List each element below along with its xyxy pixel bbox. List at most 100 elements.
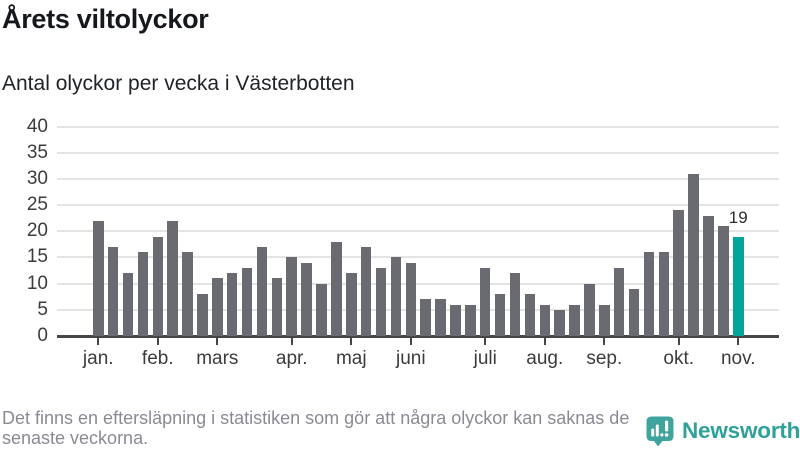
x-axis-tick	[97, 337, 100, 345]
bar	[628, 288, 640, 336]
x-axis-tick	[350, 337, 353, 345]
x-axis-month-label: aug.	[526, 348, 564, 369]
x-axis-month-label: juni	[396, 348, 426, 369]
bar	[271, 278, 283, 336]
gridline	[57, 256, 779, 259]
bar	[212, 278, 223, 336]
x-axis-month-label: sep.	[586, 348, 623, 369]
bar	[390, 257, 402, 336]
bar	[93, 220, 104, 336]
bar	[420, 299, 431, 336]
newsworthy-logo: Newsworthy	[646, 414, 800, 448]
bar	[182, 252, 193, 336]
gridline	[57, 230, 779, 233]
x-axis-month-label: maj	[335, 348, 367, 369]
x-axis-tick	[543, 337, 546, 345]
bar	[152, 236, 164, 336]
y-axis-label: 35	[26, 141, 48, 163]
x-axis-month-label: mars	[196, 348, 239, 369]
bar	[137, 252, 149, 336]
bar	[569, 304, 580, 336]
bar	[643, 252, 655, 336]
logo-exclamation-bar	[665, 420, 669, 431]
bar	[375, 267, 387, 336]
logo-dot	[660, 432, 664, 436]
bar	[718, 226, 729, 336]
x-axis-tick	[737, 337, 740, 345]
bar	[613, 267, 625, 336]
bar	[584, 283, 595, 336]
logo-bar-small	[651, 428, 655, 436]
bar	[360, 247, 372, 336]
newsworthy-logo-icon	[646, 416, 674, 446]
bar	[435, 299, 446, 336]
bar	[316, 283, 327, 336]
x-axis-month-label: feb.	[141, 348, 174, 369]
x-axis-month-label: jan.	[82, 348, 114, 369]
y-axis-label: 25	[26, 194, 48, 216]
bar	[405, 262, 417, 336]
bar	[688, 173, 699, 336]
bar	[301, 262, 312, 336]
bar	[539, 304, 551, 336]
bar-highlighted	[733, 236, 744, 336]
y-axis-label: 40	[26, 115, 48, 137]
bar	[509, 273, 521, 336]
bar	[494, 294, 506, 336]
gridline	[57, 177, 779, 180]
x-axis-month-label: nov.	[720, 348, 756, 369]
bar	[524, 294, 536, 336]
bar	[346, 273, 357, 336]
bar	[226, 273, 238, 336]
highlight-value-label: 19	[728, 207, 748, 227]
x-axis-month-label: juli	[473, 348, 497, 369]
x-axis-tick	[603, 337, 606, 345]
bar	[703, 215, 714, 336]
bar	[122, 273, 134, 336]
x-axis-tick	[409, 337, 412, 345]
x-axis-month-label: apr.	[275, 348, 308, 369]
x-axis-tick	[216, 337, 219, 345]
chart-subtitle: Antal olyckor per vecka i Västerbotten	[2, 72, 355, 95]
bar	[554, 309, 565, 336]
footnote-line-1: Det finns en eftersläpning i statistiken…	[2, 408, 630, 428]
gridline	[57, 282, 779, 285]
bar	[256, 247, 268, 336]
bar	[241, 267, 253, 336]
y-axis-label: 5	[37, 298, 48, 320]
gridline	[57, 151, 779, 154]
bar	[286, 257, 297, 336]
chart-title: Årets viltolyckor	[2, 4, 209, 34]
bar	[167, 220, 178, 336]
gridline	[57, 125, 779, 128]
gridline	[57, 204, 779, 207]
y-axis-label: 10	[26, 272, 48, 294]
bar	[479, 267, 491, 336]
logo-bar-tall	[655, 424, 659, 436]
x-axis-tick	[677, 337, 680, 345]
footnote: Det finns en eftersläpning i statistiken…	[2, 408, 632, 448]
bar	[599, 304, 610, 336]
x-axis-tick	[156, 337, 159, 345]
y-axis-label: 30	[26, 167, 48, 189]
bar	[658, 252, 670, 336]
y-axis-label: 20	[26, 220, 48, 242]
bar	[450, 304, 461, 336]
bar	[197, 294, 208, 336]
footnote-line-2: senaste veckorna.	[2, 427, 149, 448]
bar	[107, 247, 119, 336]
gridline	[57, 308, 779, 311]
x-axis-tick	[484, 337, 487, 345]
x-axis-month-label: okt.	[663, 348, 695, 369]
bar	[673, 210, 684, 336]
x-axis-line	[57, 335, 779, 338]
y-axis-label: 0	[37, 325, 48, 346]
x-axis-tick	[290, 337, 293, 345]
logo-exclamation-dot	[664, 432, 669, 437]
bar	[331, 241, 342, 336]
newsworthy-wordmark: Newsworthy	[682, 418, 800, 443]
bar	[465, 304, 476, 336]
y-axis-label: 15	[26, 246, 48, 268]
